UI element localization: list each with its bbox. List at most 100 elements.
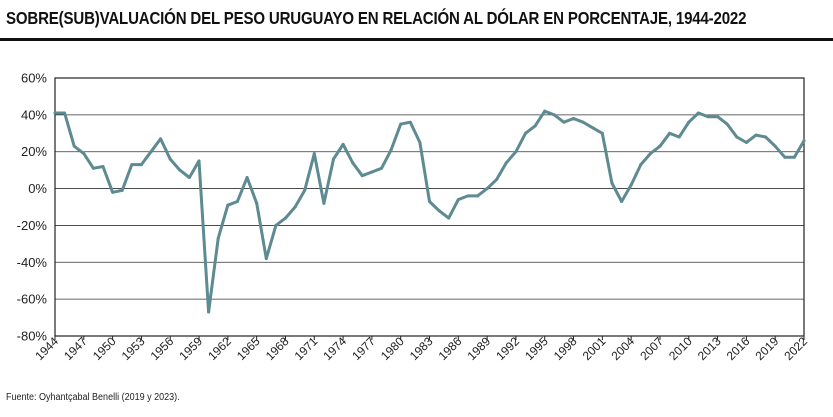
data-point-1954 bbox=[149, 150, 153, 154]
x-tick-label: 2019 bbox=[753, 334, 782, 363]
data-point-2012 bbox=[706, 115, 710, 119]
y-tick-label: 40% bbox=[21, 107, 47, 122]
x-tick-label: 1950 bbox=[90, 334, 119, 363]
data-point-1968 bbox=[283, 216, 287, 220]
data-point-1982 bbox=[418, 141, 422, 144]
data-point-1995 bbox=[543, 109, 547, 113]
data-point-1949 bbox=[101, 164, 105, 168]
data-point-1998 bbox=[572, 117, 576, 121]
data-point-1980 bbox=[399, 122, 403, 126]
data-point-2018 bbox=[764, 135, 768, 139]
data-point-1996 bbox=[552, 113, 556, 117]
y-tick-label: -80% bbox=[17, 329, 48, 344]
data-point-2007 bbox=[658, 144, 662, 148]
data-point-2019 bbox=[773, 144, 777, 148]
source-note: Fuente: Oyhantçabal Benelli (2019 y 2023… bbox=[6, 392, 180, 403]
data-point-1992 bbox=[514, 150, 518, 154]
data-point-1991 bbox=[504, 161, 508, 165]
data-point-1983 bbox=[428, 199, 431, 203]
x-tick-label: 1971 bbox=[292, 334, 321, 363]
y-tick-label: -40% bbox=[17, 255, 48, 270]
data-point-1944 bbox=[53, 111, 57, 115]
data-point-1945 bbox=[63, 111, 67, 115]
x-tick-label: 1998 bbox=[551, 334, 580, 363]
x-tick-label: 1947 bbox=[61, 334, 90, 363]
x-tick-label: 1965 bbox=[234, 334, 263, 363]
data-point-1984 bbox=[437, 209, 441, 213]
data-point-1957 bbox=[178, 168, 182, 172]
data-point-2015 bbox=[735, 135, 739, 139]
data-point-2021 bbox=[792, 155, 796, 159]
x-tick-label: 2001 bbox=[580, 334, 609, 363]
data-point-1997 bbox=[562, 120, 566, 124]
data-point-1950 bbox=[111, 190, 115, 194]
data-point-2006 bbox=[648, 152, 652, 156]
data-point-1952 bbox=[130, 163, 134, 167]
x-tick-label: 2016 bbox=[724, 334, 753, 363]
y-tick-labels: 60% 40% 20% 0% -20% -40% -60% -80% bbox=[17, 71, 48, 344]
line-chart: 60% 40% 20% 0% -20% -40% -60% -80% 1944 1947 1950… bbox=[17, 71, 811, 364]
data-point-1960 bbox=[207, 310, 211, 314]
data-point-1973 bbox=[331, 157, 335, 161]
data-point-1955 bbox=[159, 137, 163, 141]
data-point-2008 bbox=[668, 131, 672, 135]
gridlines bbox=[55, 114, 804, 300]
data-point-2000 bbox=[591, 126, 595, 130]
x-tick-label: 1956 bbox=[148, 334, 177, 363]
data-point-1979 bbox=[389, 148, 393, 152]
data-point-1975 bbox=[351, 161, 355, 165]
data-point-2003 bbox=[620, 199, 624, 203]
x-tick-labels: 1944 1947 1950 1953 1956 1959 1962 1965 1968 1971… bbox=[32, 334, 810, 363]
x-tick-label: 1980 bbox=[378, 334, 407, 363]
y-tick-label: 60% bbox=[21, 71, 47, 86]
data-point-1974 bbox=[341, 142, 345, 146]
data-point-2010 bbox=[687, 120, 691, 124]
x-tick-label: 2004 bbox=[608, 334, 637, 363]
data-point-1958 bbox=[187, 176, 191, 180]
data-point-1965 bbox=[255, 201, 259, 205]
data-point-2020 bbox=[783, 155, 787, 159]
x-tick-label: 1968 bbox=[263, 334, 292, 363]
data-point-2011 bbox=[696, 111, 700, 115]
data-point-1967 bbox=[274, 223, 278, 227]
data-point-2014 bbox=[725, 122, 729, 126]
x-tick-label: 2013 bbox=[695, 334, 724, 363]
x-tick-label: 1989 bbox=[464, 334, 493, 363]
title-rule bbox=[0, 38, 833, 41]
data-point-1976 bbox=[360, 174, 364, 178]
x-tick-label: 1983 bbox=[407, 334, 436, 363]
data-point-1981 bbox=[408, 120, 412, 124]
series-line bbox=[53, 109, 806, 314]
data-point-1971 bbox=[312, 152, 316, 156]
x-tick-label: 1995 bbox=[522, 334, 551, 363]
data-point-1978 bbox=[379, 166, 383, 170]
chart-title: SOBRE(SUB)VALUACIÓN DEL PESO URUGUAYO EN… bbox=[6, 8, 747, 28]
data-point-1993 bbox=[524, 131, 528, 135]
data-point-1990 bbox=[495, 177, 499, 181]
data-point-2004 bbox=[629, 183, 633, 187]
data-point-1977 bbox=[370, 170, 374, 174]
data-point-2016 bbox=[744, 141, 748, 144]
data-point-1951 bbox=[120, 188, 124, 192]
y-tick-label: -60% bbox=[17, 292, 48, 307]
data-point-2017 bbox=[754, 133, 758, 137]
data-point-2005 bbox=[639, 163, 643, 167]
data-point-1986 bbox=[456, 198, 460, 202]
x-tick-label: 1953 bbox=[119, 334, 148, 363]
plot-frame bbox=[54, 77, 805, 337]
data-point-1988 bbox=[476, 194, 480, 198]
data-point-1969 bbox=[293, 205, 297, 209]
data-point-1963 bbox=[235, 199, 239, 203]
data-point-1985 bbox=[447, 216, 451, 220]
data-point-1999 bbox=[581, 120, 585, 124]
x-tick-label: 1962 bbox=[205, 334, 234, 363]
data-point-1994 bbox=[533, 124, 537, 128]
y-tick-label: -20% bbox=[17, 218, 48, 233]
data-point-1948 bbox=[91, 166, 95, 170]
x-tick-label: 1977 bbox=[349, 334, 378, 363]
data-point-2013 bbox=[716, 115, 720, 119]
data-point-1987 bbox=[466, 194, 470, 198]
data-point-1946 bbox=[72, 144, 76, 148]
data-point-1972 bbox=[322, 201, 326, 205]
data-point-1961 bbox=[216, 236, 220, 240]
